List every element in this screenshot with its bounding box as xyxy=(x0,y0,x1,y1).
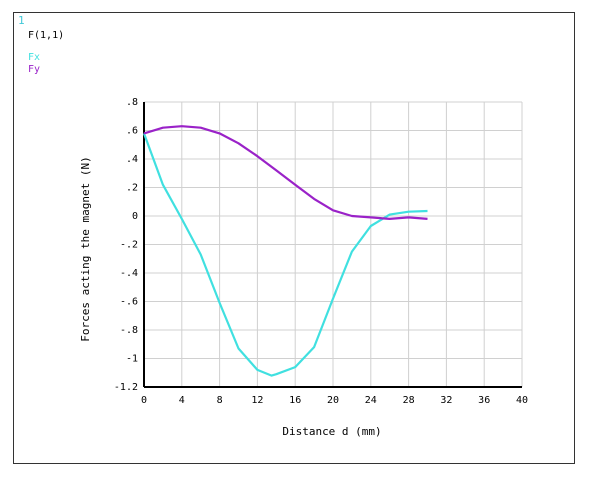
x-tick-label: 36 xyxy=(478,395,490,406)
series-line-fx xyxy=(142,133,428,377)
x-tick-label: 40 xyxy=(516,395,528,406)
x-tick-label: 24 xyxy=(365,395,377,406)
series-lines xyxy=(142,125,428,377)
grid xyxy=(144,101,523,387)
x-tick-label: 4 xyxy=(179,395,185,406)
y-tick-label: -.6 xyxy=(120,297,138,308)
legend-entry-fy: Fy xyxy=(28,64,40,75)
x-tick-label: 0 xyxy=(141,395,147,406)
x-tick-label: 32 xyxy=(440,395,452,406)
y-axis-label: Forces acting the magnet (N) xyxy=(79,156,92,341)
axes xyxy=(143,102,522,388)
y-tick-label: .2 xyxy=(126,183,138,194)
x-tick-label: 28 xyxy=(403,395,415,406)
y-tick-label: -.2 xyxy=(120,240,138,251)
legend-entry-fx: Fx xyxy=(28,52,40,63)
series-line-fy xyxy=(143,125,428,220)
graphics-window: 1 F(1,1) Fx Fy 0 4 8 12 16 20 24 28 32 36 40 .8 .6 .4… xyxy=(13,12,575,464)
x-tick-label: 16 xyxy=(289,395,301,406)
x-tick-label: 20 xyxy=(327,395,339,406)
window-number: 1 xyxy=(18,14,25,27)
y-tick-labels: .8 .6 .4 .2 0 -.2 -.4 -.6 -.8 -1 -1.2 xyxy=(114,97,138,393)
y-tick-label: -1.2 xyxy=(114,382,138,393)
y-tick-label: .8 xyxy=(126,97,138,108)
y-tick-label: -.4 xyxy=(120,268,138,279)
y-tick-label: -1 xyxy=(126,354,138,365)
x-tick-label: 8 xyxy=(217,395,223,406)
y-tick-label: -.8 xyxy=(120,325,138,336)
y-tick-label: .6 xyxy=(126,126,138,137)
y-tick-label: 0 xyxy=(132,211,138,222)
function-label: F(1,1) xyxy=(28,30,64,41)
x-axis-label: Distance d (mm) xyxy=(282,425,381,438)
x-tick-label: 12 xyxy=(251,395,263,406)
y-tick-label: .4 xyxy=(126,154,138,165)
x-tick-labels: 0 4 8 12 16 20 24 28 32 36 40 xyxy=(141,395,528,406)
